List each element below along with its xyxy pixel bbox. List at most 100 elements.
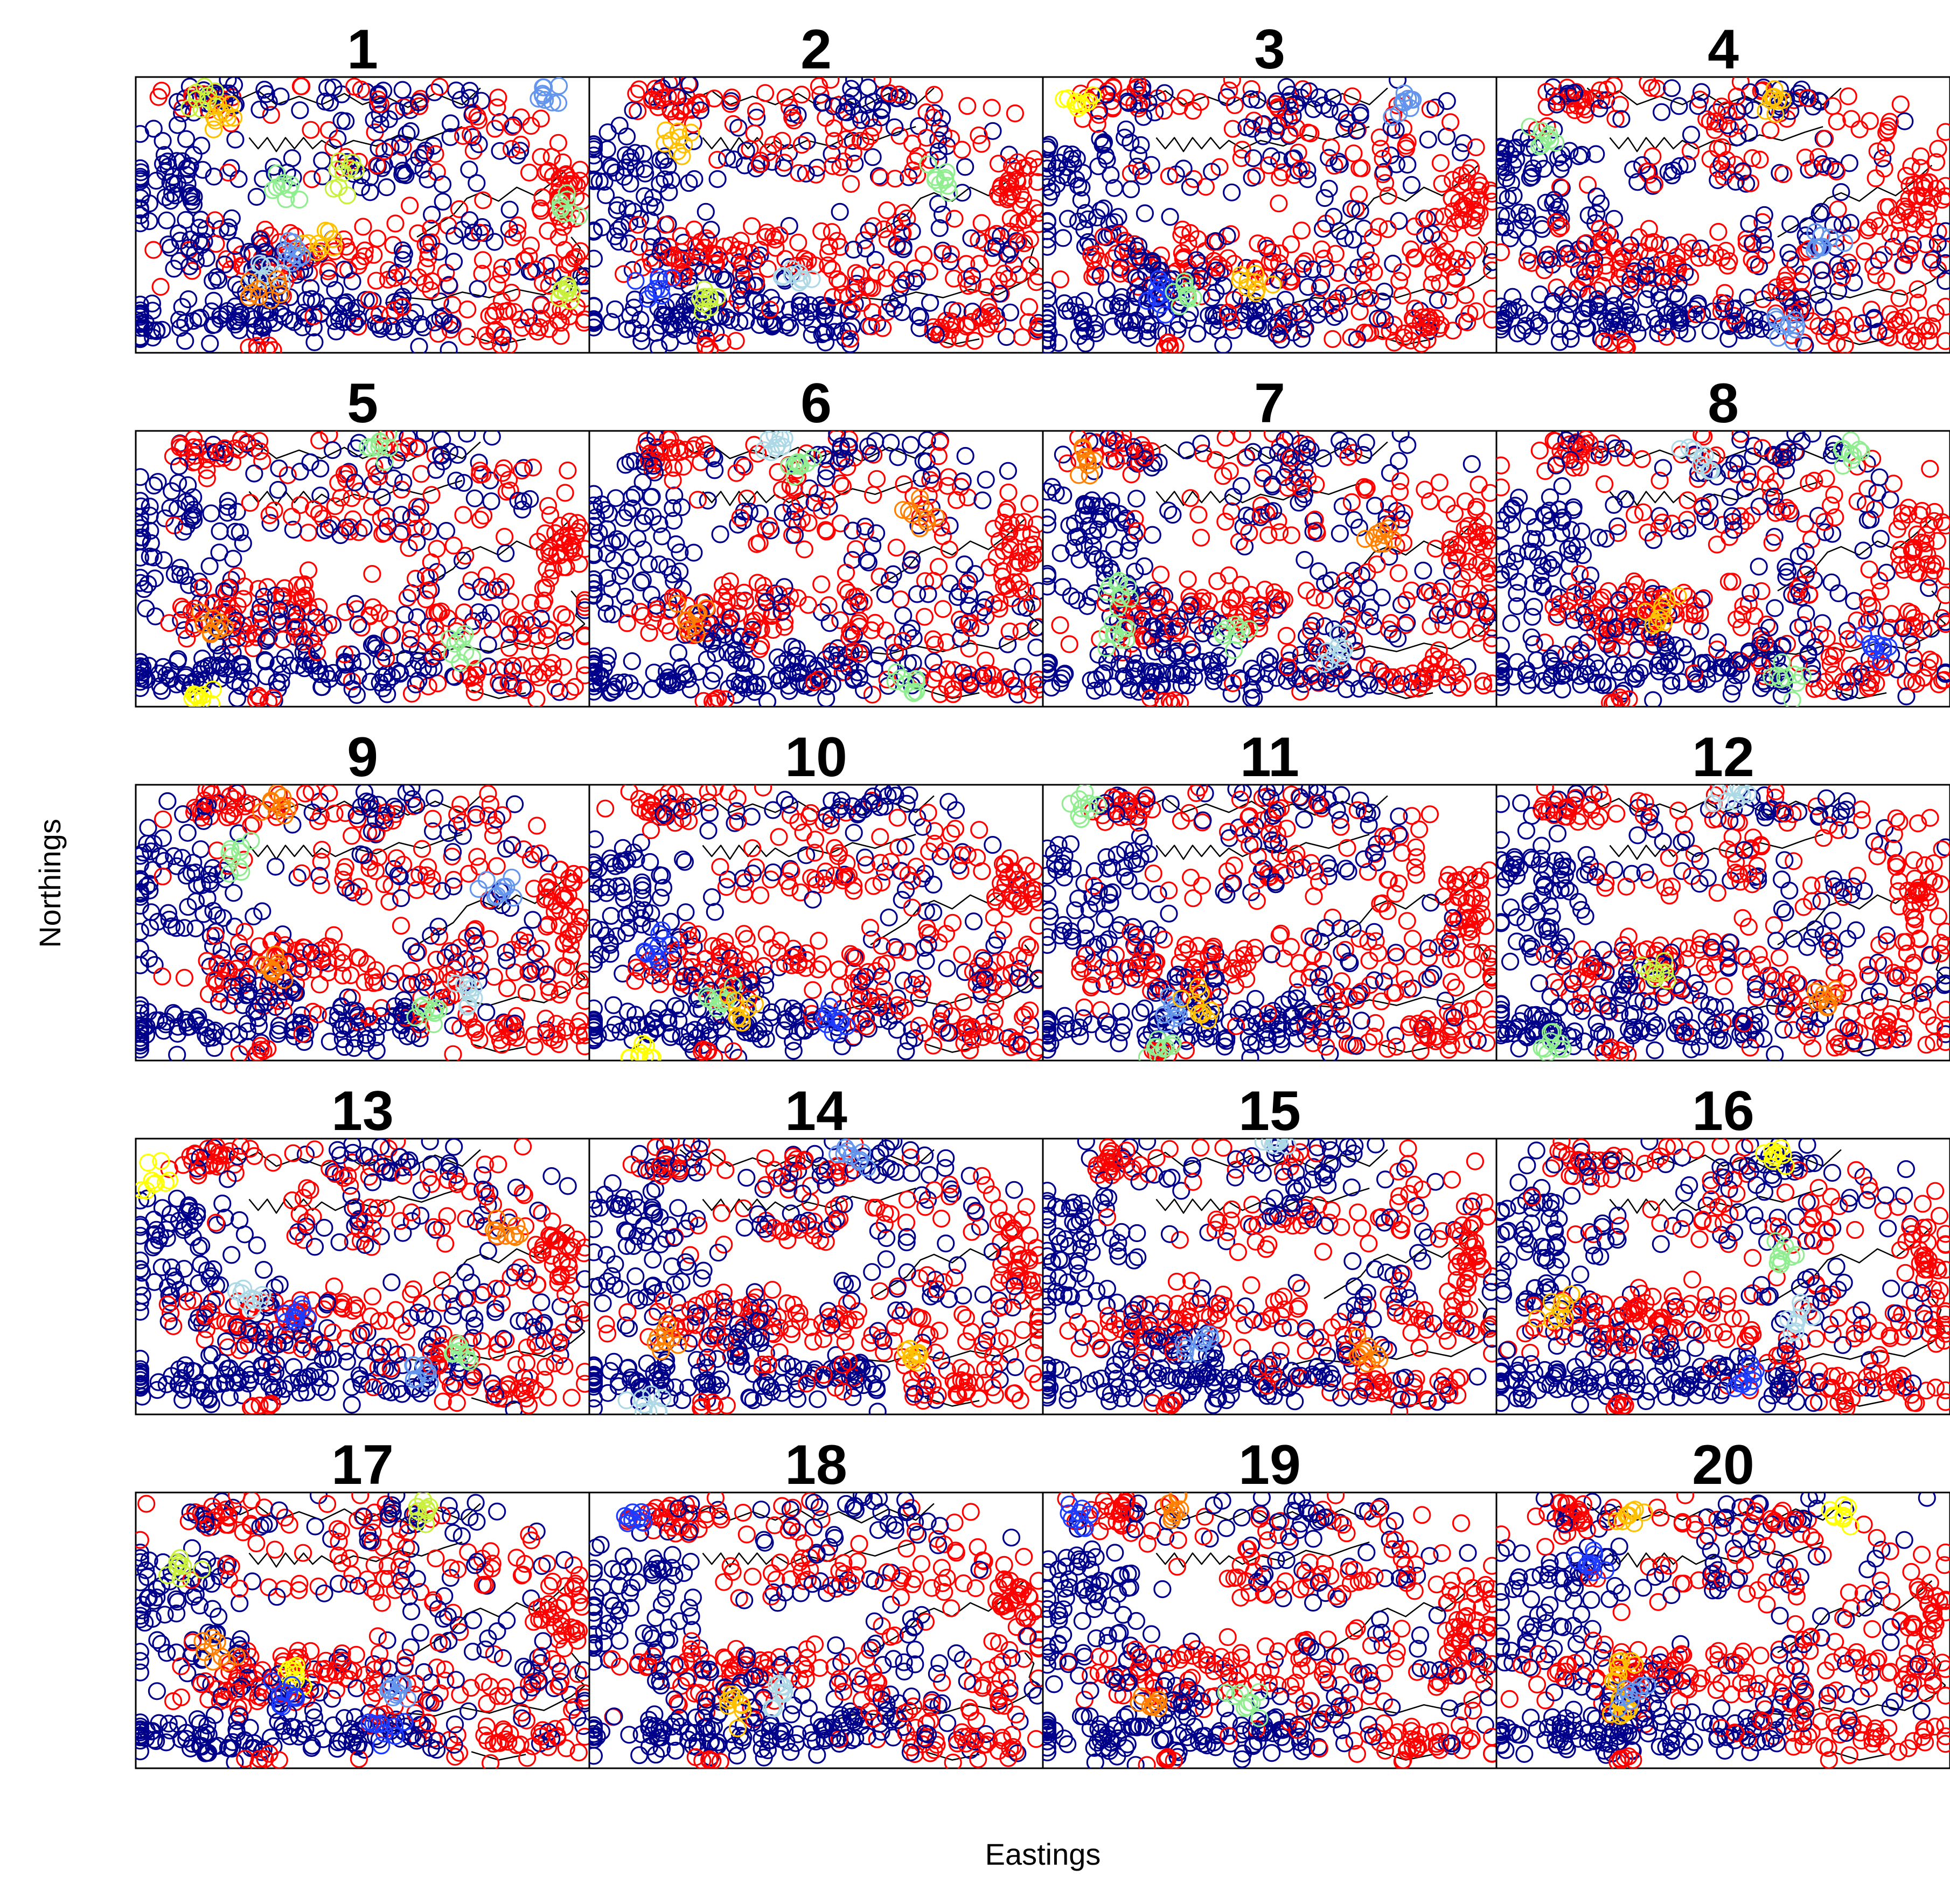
data-point	[1591, 81, 1609, 100]
data-point	[1210, 664, 1228, 682]
data-point	[553, 605, 571, 624]
data-point	[136, 519, 149, 538]
data-point	[257, 85, 275, 103]
coastline	[1931, 590, 1946, 625]
data-point	[823, 145, 841, 163]
data-point	[924, 318, 943, 337]
data-point	[156, 509, 174, 527]
data-point	[1077, 497, 1096, 515]
data-point	[1374, 322, 1392, 340]
data-point	[1416, 480, 1434, 499]
highlight-point	[346, 161, 365, 179]
data-point	[708, 151, 727, 169]
data-point	[817, 521, 835, 539]
data-point	[1587, 145, 1605, 163]
data-point	[1085, 681, 1104, 700]
data-point	[812, 222, 831, 240]
data-point	[264, 341, 282, 353]
data-point	[576, 594, 589, 612]
highlight-point	[1246, 284, 1265, 302]
data-point	[479, 657, 497, 676]
data-point	[1129, 146, 1147, 164]
data-point	[313, 151, 331, 170]
data-point	[624, 319, 643, 337]
data-point	[215, 659, 233, 678]
data-point	[1279, 478, 1297, 497]
data-point	[852, 111, 870, 129]
data-point	[561, 254, 579, 273]
data-point	[378, 685, 396, 703]
highlight-point	[1375, 534, 1393, 553]
data-point	[1262, 147, 1280, 165]
data-point	[411, 498, 429, 517]
data-point	[1565, 101, 1584, 120]
data-point	[831, 514, 849, 533]
data-point	[761, 301, 779, 319]
data-point	[614, 265, 633, 283]
data-point	[440, 442, 459, 461]
data-point	[1127, 311, 1146, 330]
data-point	[483, 431, 501, 446]
data-point	[1132, 136, 1150, 155]
data-point	[207, 235, 225, 253]
data-point	[1712, 302, 1730, 320]
data-point	[1090, 106, 1108, 124]
data-point	[938, 330, 957, 348]
data-point	[1481, 484, 1496, 502]
data-point	[241, 672, 260, 691]
data-point	[856, 132, 875, 151]
data-point	[687, 326, 705, 345]
data-point	[1743, 235, 1762, 253]
data-point	[606, 300, 624, 318]
data-point	[308, 643, 326, 661]
data-point	[1207, 261, 1225, 280]
data-point	[495, 527, 514, 546]
data-point	[1737, 321, 1756, 339]
data-point	[1639, 77, 1657, 92]
data-point	[940, 540, 958, 559]
data-point	[945, 210, 964, 228]
data-point	[1173, 220, 1192, 239]
highlight-point	[931, 175, 949, 193]
data-point	[1331, 103, 1350, 121]
data-point	[1043, 138, 1056, 156]
highlight-point	[886, 672, 904, 691]
data-point	[964, 275, 982, 294]
highlight-point	[371, 432, 389, 451]
data-point	[1013, 328, 1032, 346]
highlight-point	[1808, 239, 1827, 257]
highlight-point	[1231, 271, 1249, 289]
data-point	[1608, 517, 1627, 535]
data-point	[722, 88, 741, 107]
data-point	[1552, 145, 1571, 164]
data-point	[541, 506, 560, 524]
data-point	[1909, 280, 1927, 298]
data-point	[198, 461, 216, 479]
data-point	[842, 317, 861, 336]
data-point	[1116, 128, 1134, 147]
data-point	[978, 319, 996, 338]
data-point	[1138, 322, 1157, 340]
data-point	[1333, 497, 1352, 515]
data-point	[1530, 151, 1548, 169]
data-point	[371, 305, 389, 323]
data-point	[1689, 97, 1707, 115]
data-point	[1375, 667, 1394, 685]
data-point	[663, 674, 682, 693]
data-point	[1642, 79, 1661, 97]
data-point	[151, 277, 170, 296]
data-point	[1340, 287, 1358, 305]
data-point	[1148, 594, 1167, 612]
data-point	[952, 629, 970, 647]
data-point	[380, 626, 399, 644]
data-point	[194, 578, 212, 596]
data-point	[262, 106, 280, 124]
data-point	[1256, 651, 1275, 669]
data-point	[184, 488, 203, 506]
data-point	[615, 509, 633, 527]
data-point	[190, 573, 208, 591]
data-point	[1141, 689, 1159, 707]
data-point	[1275, 262, 1293, 281]
data-point	[1625, 505, 1644, 524]
data-point	[1402, 581, 1420, 599]
